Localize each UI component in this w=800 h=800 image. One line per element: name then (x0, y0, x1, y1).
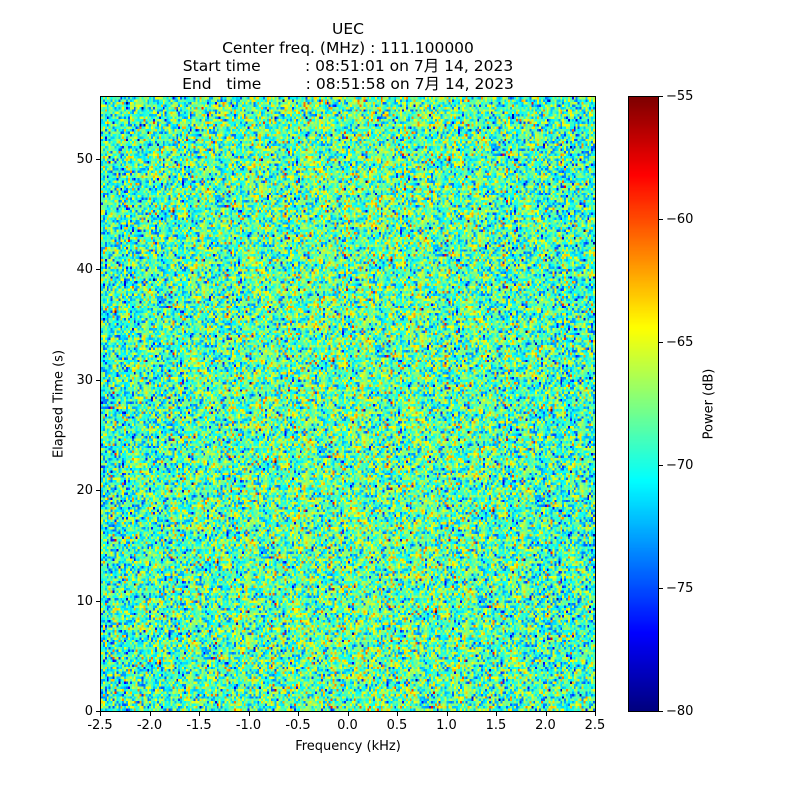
colorbar (628, 96, 659, 712)
y-tick-label: 0 (84, 704, 93, 719)
x-tick-mark (298, 712, 299, 716)
x-tick-mark (496, 712, 497, 716)
x-tick-label: -0.5 (285, 718, 311, 733)
y-tick-mark (96, 158, 100, 160)
colorbar-label: Power (dB) (701, 368, 717, 440)
colorbar-tick-mark (659, 342, 663, 343)
x-tick-mark (347, 712, 349, 716)
y-tick-label: 30 (76, 372, 93, 388)
y-tick-mark (96, 490, 100, 492)
colorbar-tick-mark (659, 96, 663, 97)
x-tick-label: 0.0 (337, 718, 358, 733)
x-tick-label: -1.5 (186, 718, 212, 733)
y-tick-mark (96, 600, 100, 602)
x-tick-label: -2.0 (136, 718, 163, 733)
colorbar-tick-mark (659, 588, 663, 589)
colorbar-gradient (629, 97, 658, 711)
colorbar-tick-mark (659, 711, 663, 712)
x-tick-label: -2.5 (87, 718, 113, 733)
colorbar-tick-label: −70 (666, 458, 694, 473)
x-tick-mark (100, 712, 101, 716)
x-tick-label: 2.0 (535, 718, 556, 733)
y-tick-mark (96, 379, 100, 381)
x-axis-label: Frequency (kHz) (295, 739, 401, 754)
chart-title-line-4: End time : 08:51:58 on 7月 14, 2023 (182, 75, 514, 93)
colorbar-tick-mark (659, 465, 663, 466)
y-tick-label: 20 (76, 483, 93, 499)
colorbar-tick-label: −75 (666, 581, 694, 596)
x-tick-label: -1.0 (235, 718, 262, 733)
x-tick-label: 0.5 (386, 718, 408, 733)
x-tick-mark (446, 712, 448, 716)
colorbar-tick-label: −60 (666, 212, 694, 227)
chart-title-line-1: UEC (332, 20, 364, 38)
x-tick-label: 2.5 (584, 718, 606, 733)
x-tick-mark (199, 712, 200, 716)
chart-title-line-2: Center freq. (MHz) : 111.100000 (222, 39, 474, 57)
x-tick-label: 1.0 (436, 718, 457, 733)
x-tick-mark (149, 712, 151, 716)
colorbar-tick-label: −55 (666, 89, 694, 104)
x-tick-label: 1.5 (485, 718, 507, 733)
y-axis-label: Elapsed Time (s) (51, 349, 67, 459)
colorbar-tick-label: −65 (666, 335, 694, 350)
colorbar-tick-mark (659, 219, 663, 220)
x-tick-mark (397, 712, 398, 716)
x-tick-mark (595, 712, 596, 716)
y-tick-mark (96, 711, 100, 712)
spectrogram-plot-area (100, 96, 596, 712)
chart-title-line-3: Start time : 08:51:01 on 7月 14, 2023 (182, 57, 514, 75)
y-tick-label: 50 (76, 151, 93, 167)
colorbar-tick-label: −80 (666, 704, 694, 719)
spectrogram-heatmap (101, 97, 595, 711)
x-tick-mark (248, 712, 250, 716)
y-tick-label: 10 (76, 593, 93, 609)
y-tick-label: 40 (76, 262, 93, 278)
x-tick-mark (545, 712, 547, 716)
y-tick-mark (96, 269, 100, 271)
